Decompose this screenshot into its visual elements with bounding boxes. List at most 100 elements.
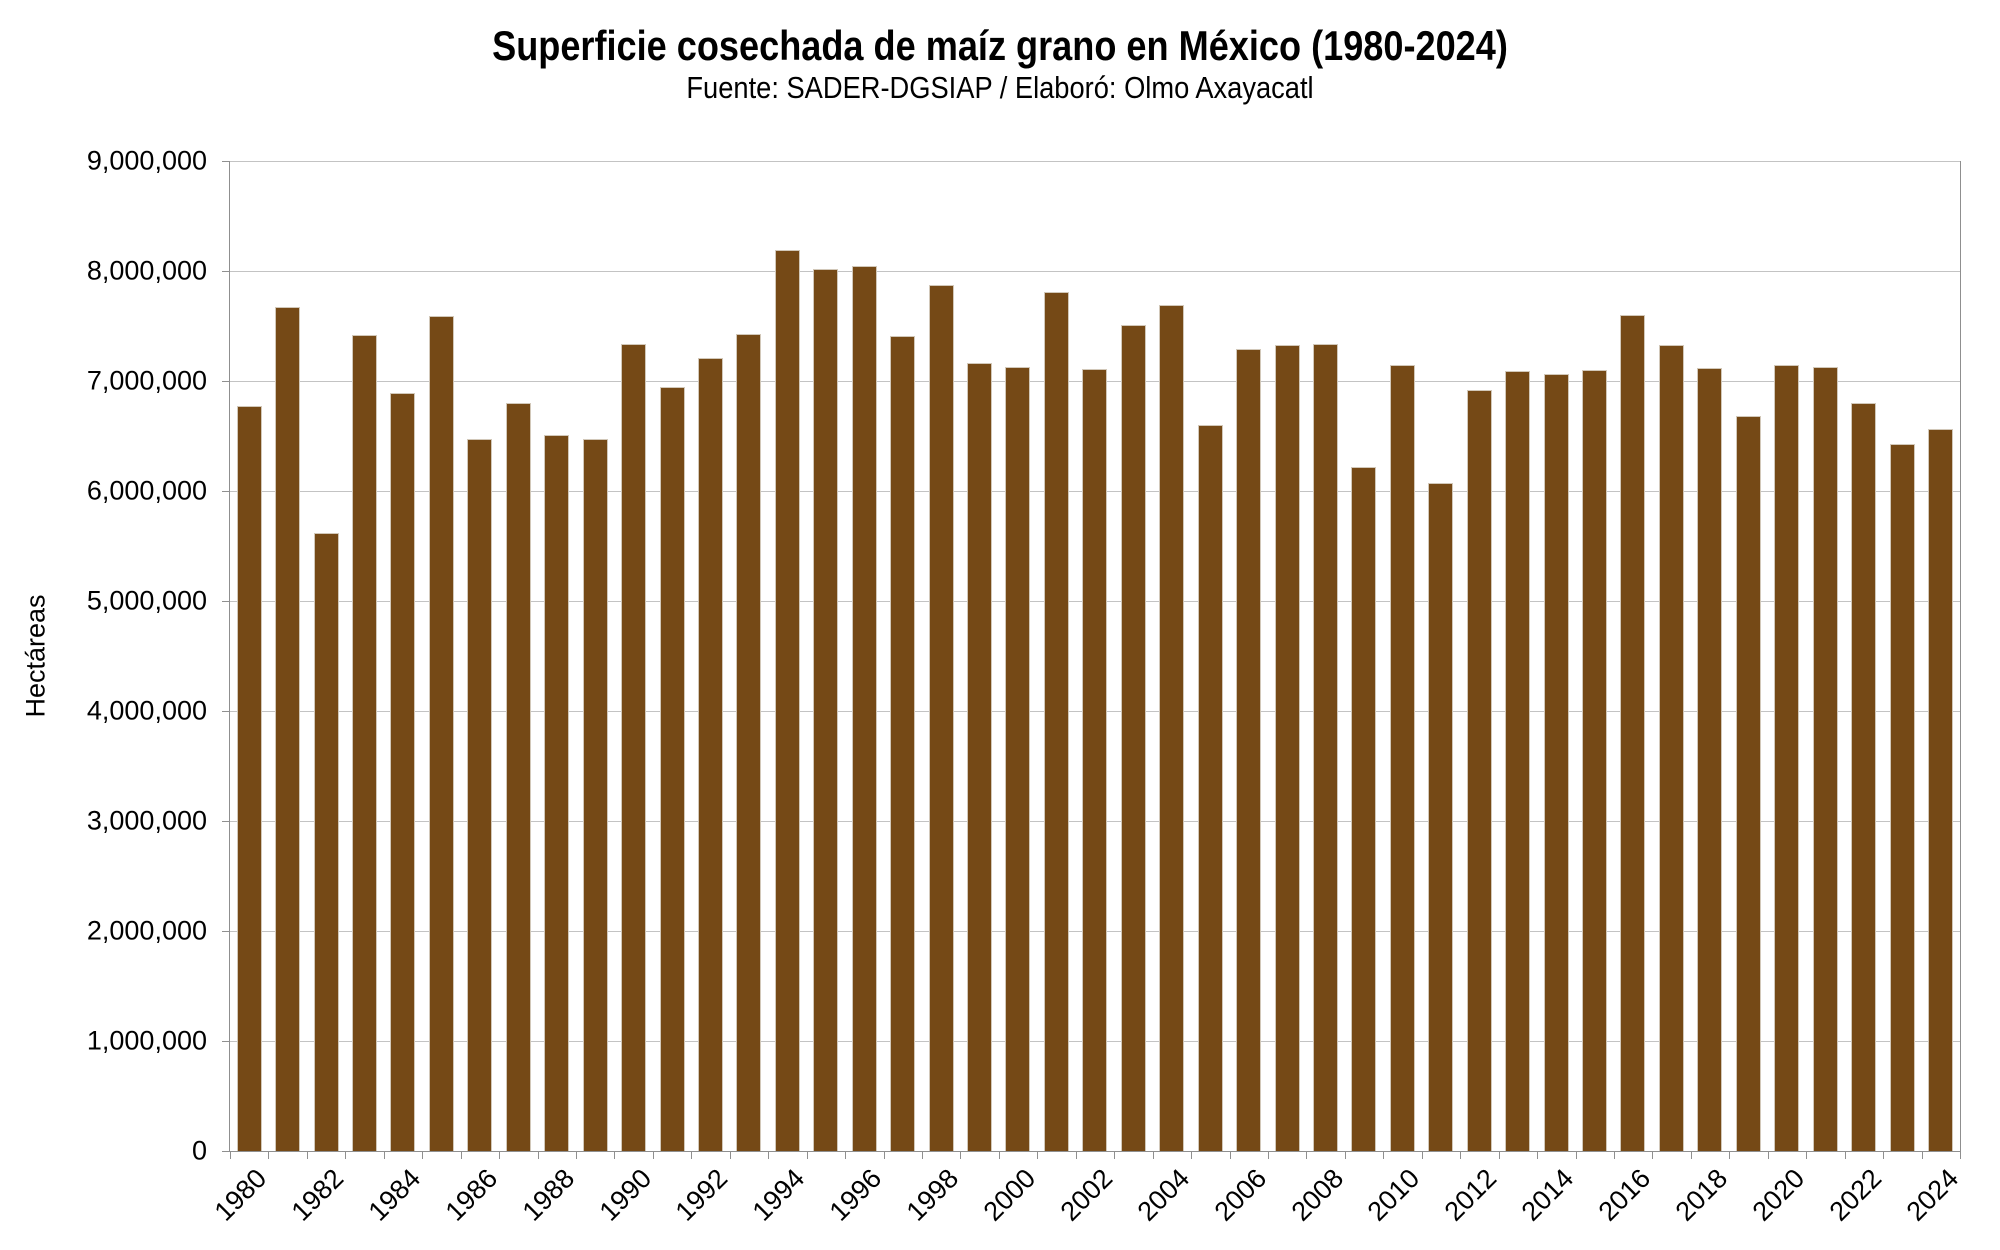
bar-1984 — [390, 393, 416, 1151]
bar-slot-2009 — [1345, 161, 1383, 1151]
bar-2010 — [1389, 364, 1415, 1151]
bar-1985 — [428, 316, 454, 1151]
bar-2007 — [1274, 344, 1300, 1151]
x-tick — [422, 1151, 424, 1159]
bar-1994 — [774, 250, 800, 1151]
bar-slot-1996 — [845, 161, 883, 1151]
bar-slot-1983 — [345, 161, 383, 1151]
bar-slot-2016 — [1614, 161, 1652, 1151]
y-tick-label: 3,000,000 — [86, 805, 207, 836]
x-tick — [306, 1151, 308, 1159]
bar-slot-2015 — [1575, 161, 1613, 1151]
x-tick — [1690, 1151, 1692, 1159]
bar-1998 — [928, 285, 954, 1151]
x-tick-label: 2014 — [1515, 1163, 1580, 1227]
bar-slot-1989 — [576, 161, 614, 1151]
bar-2024 — [1927, 429, 1953, 1151]
x-tick-label: 2018 — [1669, 1163, 1734, 1227]
bar-slot-2021 — [1806, 161, 1844, 1151]
bar-1988 — [544, 434, 570, 1151]
bar-slot-2019 — [1729, 161, 1767, 1151]
bar-slot-1981 — [268, 161, 306, 1151]
bar-slot-2012 — [1460, 161, 1498, 1151]
bar-slot-1982 — [307, 161, 345, 1151]
x-tick — [1383, 1151, 1385, 1159]
x-tick — [922, 1151, 923, 1159]
x-tick — [1921, 1151, 1923, 1159]
y-tick — [222, 1151, 230, 1152]
bar-2003 — [1120, 324, 1146, 1151]
bar-slot-2020 — [1768, 161, 1806, 1151]
x-tick — [1960, 1151, 1961, 1159]
y-tick — [222, 931, 230, 932]
bar-2016 — [1620, 315, 1646, 1151]
chart-title: Superficie cosechada de maíz grano en Mé… — [492, 22, 1508, 69]
x-tick — [652, 1151, 654, 1159]
bar-slot-2001 — [1037, 161, 1075, 1151]
x-tick — [729, 1151, 731, 1159]
x-tick — [1729, 1151, 1731, 1159]
x-tick — [1306, 1151, 1308, 1159]
x-tick-label: 2022 — [1823, 1163, 1888, 1227]
bar-1990 — [621, 343, 647, 1151]
bar-1999 — [967, 363, 993, 1151]
x-tick — [768, 1151, 770, 1159]
x-tick — [1537, 1151, 1539, 1159]
bar-slot-1995 — [807, 161, 845, 1151]
x-tick — [499, 1151, 501, 1159]
bar-1997 — [890, 335, 916, 1151]
bar-slot-2007 — [1268, 161, 1306, 1151]
bar-slot-1994 — [768, 161, 806, 1151]
x-tick — [845, 1151, 847, 1159]
y-tick — [222, 821, 230, 822]
x-axis-line — [229, 1151, 1961, 1152]
x-tick — [998, 1151, 1000, 1159]
x-tick — [1229, 1151, 1231, 1159]
bar-2009 — [1351, 466, 1377, 1151]
x-tick — [268, 1151, 270, 1159]
bar-1983 — [352, 334, 378, 1151]
x-tick — [1421, 1151, 1423, 1159]
x-tick-label: 2008 — [1285, 1163, 1349, 1227]
bar-slot-1990 — [614, 161, 652, 1151]
x-tick — [345, 1151, 347, 1159]
bar-1982 — [313, 532, 339, 1151]
bar-slot-2006 — [1229, 161, 1267, 1151]
bar-2006 — [1236, 349, 1262, 1151]
x-tick-label: 1996 — [823, 1163, 888, 1227]
bar-2002 — [1082, 368, 1108, 1151]
bar-2020 — [1774, 364, 1800, 1151]
x-tick — [1075, 1151, 1077, 1159]
bar-series — [230, 161, 1960, 1151]
chart-subtitle: Fuente: SADER-DGSIAP / Elaboró: Olmo Axa… — [686, 70, 1314, 105]
x-tick — [1575, 1151, 1577, 1159]
x-tick — [1767, 1151, 1769, 1159]
x-tick-label: 1988 — [516, 1163, 580, 1227]
x-tick-label: 1980 — [208, 1163, 273, 1227]
bar-slot-2011 — [1422, 161, 1460, 1151]
x-tick — [1652, 1151, 1654, 1159]
y-tick — [222, 491, 230, 492]
bar-slot-2000 — [999, 161, 1037, 1151]
x-tick-label: 1990 — [593, 1163, 657, 1227]
bar-2011 — [1428, 483, 1454, 1151]
bar-2015 — [1582, 370, 1608, 1151]
x-tick-label: 2016 — [1592, 1163, 1657, 1227]
y-tick-label: 9,000,000 — [86, 145, 207, 176]
bar-slot-1999 — [960, 161, 998, 1151]
bar-slot-1991 — [653, 161, 691, 1151]
x-tick — [1268, 1151, 1269, 1159]
x-tick-label: 2020 — [1746, 1163, 1811, 1227]
x-tick — [1498, 1151, 1500, 1159]
y-tick-label: 5,000,000 — [86, 585, 207, 616]
bar-slot-2022 — [1844, 161, 1882, 1151]
x-tick — [460, 1151, 462, 1159]
x-tick-label: 2012 — [1438, 1163, 1503, 1227]
bar-2021 — [1812, 366, 1838, 1151]
x-tick — [883, 1151, 885, 1159]
x-tick — [383, 1151, 385, 1159]
x-tick — [1806, 1151, 1808, 1159]
bar-2017 — [1658, 344, 1684, 1151]
bar-2001 — [1043, 291, 1069, 1151]
